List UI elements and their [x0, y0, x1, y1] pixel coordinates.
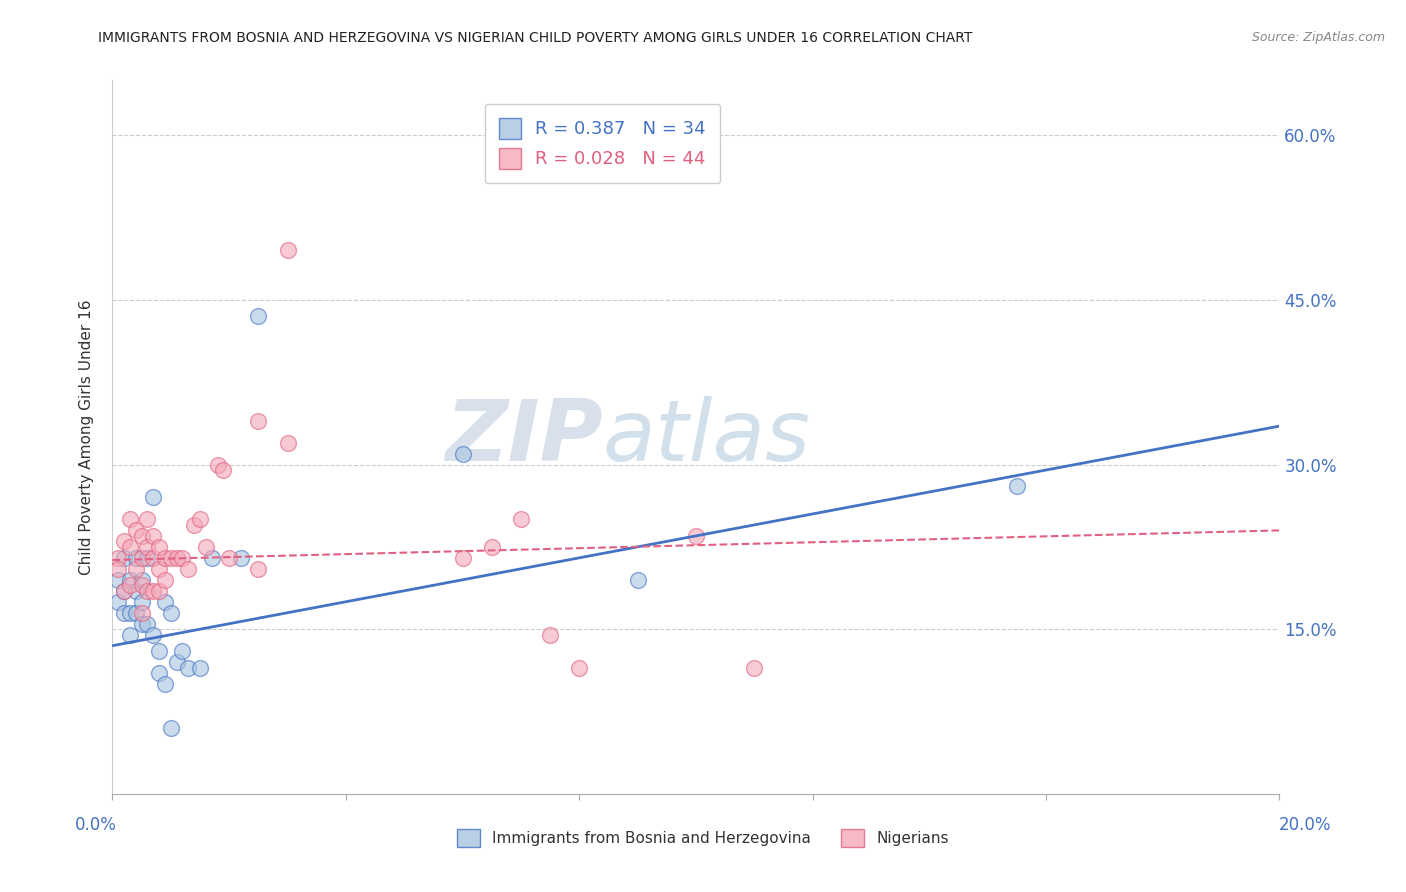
Point	[136, 540, 159, 554]
Point	[207, 458, 229, 472]
Point	[247, 562, 270, 576]
Point	[1005, 479, 1028, 493]
Point	[509, 512, 531, 526]
Point	[148, 583, 170, 598]
Point	[142, 491, 165, 505]
Point	[160, 606, 183, 620]
Point	[131, 595, 153, 609]
Point	[118, 540, 141, 554]
Point	[142, 628, 165, 642]
Point	[118, 628, 141, 642]
Point	[177, 562, 200, 576]
Point	[136, 550, 159, 565]
Legend: Immigrants from Bosnia and Herzegovina, Nigerians: Immigrants from Bosnia and Herzegovina, …	[451, 823, 955, 853]
Point	[136, 512, 159, 526]
Point	[201, 550, 224, 565]
Point	[481, 540, 503, 554]
Point	[131, 573, 153, 587]
Point	[107, 573, 129, 587]
Point	[177, 660, 200, 674]
Point	[194, 540, 217, 554]
Point	[218, 550, 240, 565]
Point	[451, 550, 474, 565]
Point	[685, 529, 707, 543]
Point	[118, 512, 141, 526]
Point	[125, 583, 148, 598]
Point	[112, 606, 135, 620]
Point	[166, 655, 188, 669]
Point	[142, 529, 165, 543]
Point	[118, 573, 141, 587]
Point	[131, 616, 153, 631]
Point	[247, 414, 270, 428]
Point	[136, 616, 159, 631]
Point	[166, 550, 188, 565]
Point	[538, 628, 561, 642]
Point	[112, 550, 135, 565]
Point	[568, 660, 591, 674]
Point	[148, 540, 170, 554]
Y-axis label: Child Poverty Among Girls Under 16: Child Poverty Among Girls Under 16	[79, 300, 94, 574]
Point	[142, 550, 165, 565]
Point	[131, 550, 153, 565]
Text: ZIP: ZIP	[444, 395, 603, 479]
Point	[131, 529, 153, 543]
Text: IMMIGRANTS FROM BOSNIA AND HERZEGOVINA VS NIGERIAN CHILD POVERTY AMONG GIRLS UND: IMMIGRANTS FROM BOSNIA AND HERZEGOVINA V…	[98, 31, 973, 45]
Point	[107, 595, 129, 609]
Point	[172, 644, 194, 658]
Text: atlas: atlas	[603, 395, 811, 479]
Point	[160, 721, 183, 735]
Text: 20.0%: 20.0%	[1278, 816, 1331, 834]
Point	[451, 446, 474, 460]
Point	[276, 244, 298, 258]
Point	[107, 562, 129, 576]
Point	[153, 573, 176, 587]
Point	[247, 310, 270, 324]
Point	[183, 517, 205, 532]
Point	[627, 573, 650, 587]
Point	[125, 562, 148, 576]
Point	[125, 550, 148, 565]
Point	[107, 550, 129, 565]
Point	[188, 512, 211, 526]
Text: 0.0%: 0.0%	[75, 816, 117, 834]
Point	[153, 595, 176, 609]
Point	[188, 660, 211, 674]
Point	[148, 644, 170, 658]
Point	[212, 463, 235, 477]
Point	[125, 606, 148, 620]
Point	[112, 583, 135, 598]
Point	[136, 583, 159, 598]
Point	[153, 677, 176, 691]
Point	[276, 435, 298, 450]
Point	[112, 534, 135, 549]
Point	[142, 583, 165, 598]
Point	[148, 666, 170, 681]
Point	[125, 524, 148, 538]
Point	[118, 578, 141, 592]
Point	[148, 562, 170, 576]
Legend: R = 0.387   N = 34, R = 0.028   N = 44: R = 0.387 N = 34, R = 0.028 N = 44	[485, 103, 720, 183]
Text: Source: ZipAtlas.com: Source: ZipAtlas.com	[1251, 31, 1385, 45]
Point	[742, 660, 765, 674]
Point	[131, 578, 153, 592]
Point	[229, 550, 252, 565]
Point	[131, 606, 153, 620]
Point	[172, 550, 194, 565]
Point	[160, 550, 183, 565]
Point	[118, 606, 141, 620]
Point	[153, 550, 176, 565]
Point	[112, 583, 135, 598]
